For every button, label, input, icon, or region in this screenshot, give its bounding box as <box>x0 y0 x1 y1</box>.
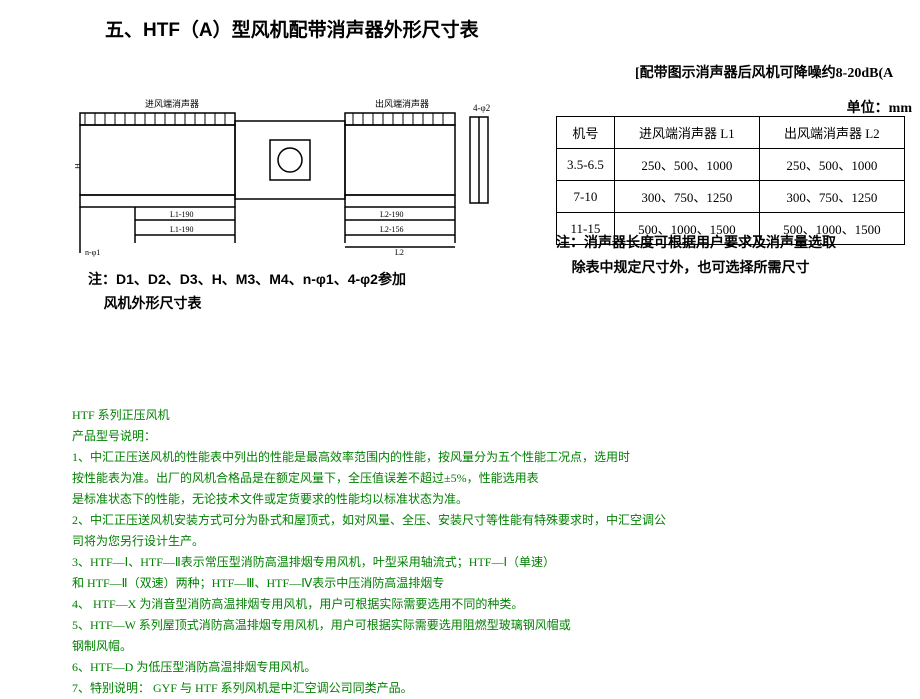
table-note-line-2: 除表中规定尺寸外，也可选择所需尺寸 <box>572 259 810 275</box>
body-line: 是标准状态下的性能，无论技术文件或定货要求的性能均以标准状态为准。 <box>72 489 872 510</box>
drawing-right-label: 出风端消声器 <box>375 98 429 109</box>
svg-text:L2-190: L2-190 <box>380 210 404 219</box>
table-header-row: 机号 进风端消声器 L1 出风端消声器 L2 <box>557 117 905 149</box>
drawing-left-label: 进风端消声器 <box>145 98 199 109</box>
noise-reduction-note: [配带图示消声器后风机可降噪约8-20dB(A <box>635 62 893 82</box>
dimension-table: 机号 进风端消声器 L1 出风端消声器 L2 3.5-6.5 250、500、1… <box>556 116 905 245</box>
unit-label: 单位：mm <box>847 97 912 117</box>
table-row: 3.5-6.5 250、500、1000 250、500、1000 <box>557 149 905 181</box>
col-model: 机号 <box>557 117 615 149</box>
body-line: 2、中汇正压送风机安装方式可分为卧式和屋顶式，如对风量、全压、安装尺寸等性能有特… <box>72 510 872 531</box>
product-description: HTF 系列正压风机 产品型号说明： 1、中汇正压送风机的性能表中列出的性能是最… <box>72 405 872 699</box>
caption-line-1: 注：D1、D2、D3、H、M3、M4、n-φ1、4-φ2参加 <box>88 271 406 287</box>
body-line: HTF 系列正压风机 <box>72 405 872 426</box>
body-line: 和 HTF—Ⅱ（双速）两种；HTF—Ⅲ、HTF—Ⅳ表示中压消防高温排烟专 <box>72 573 872 594</box>
body-line: 1、中汇正压送风机的性能表中列出的性能是最高效率范围内的性能，按风量分为五个性能… <box>72 447 872 468</box>
body-line: 5、HTF—W 系列屋顶式消防高温排烟专用风机，用户可根据实际需要选用阻燃型玻璃… <box>72 615 872 636</box>
svg-text:H: H <box>75 163 82 169</box>
body-line: 司将为您另行设计生产。 <box>72 531 872 552</box>
fan-silencer-drawing: 进风端消声器 出风端消声器 4-φ2 L1-190 L1-190 L2-190 … <box>75 95 525 260</box>
section-title: 五、HTF（A）型风机配带消声器外形尺寸表 <box>105 15 479 42</box>
body-line: 按性能表为准。出厂的风机合格品是在额定风量下，全压值误差不超过±5%，性能选用表 <box>72 468 872 489</box>
svg-text:L1-190: L1-190 <box>170 210 194 219</box>
body-line: 6、HTF—D 为低压型消防高温排烟专用风机。 <box>72 657 872 678</box>
body-line: 4、 HTF—X 为消音型消防高温排烟专用风机，用户可根据实际需要选用不同的种类… <box>72 594 872 615</box>
drawing-top-dim: 4-φ2 <box>473 103 490 113</box>
caption-line-2: 风机外形尺寸表 <box>104 295 202 311</box>
svg-text:L2: L2 <box>395 248 404 257</box>
body-line: 产品型号说明： <box>72 426 872 447</box>
drawing-caption: 注：D1、D2、D3、H、M3、M4、n-φ1、4-φ2参加 风机外形尺寸表 <box>88 268 406 316</box>
col-l1: 进风端消声器 L1 <box>614 117 759 149</box>
svg-text:n-φ1: n-φ1 <box>85 248 100 257</box>
table-note-line-1: 注：消声器长度可根据用户要求及消声量选取 <box>556 234 836 250</box>
table-note: 注：消声器长度可根据用户要求及消声量选取 除表中规定尺寸外，也可选择所需尺寸 <box>556 230 836 280</box>
table-row: 7-10 300、750、1250 300、750、1250 <box>557 181 905 213</box>
body-line: 钢制风帽。 <box>72 636 872 657</box>
body-line: 7、特别说明： GYF 与 HTF 系列风机是中汇空调公司同类产品。 <box>72 678 872 699</box>
svg-text:L1-190: L1-190 <box>170 225 194 234</box>
col-l2: 出风端消声器 L2 <box>759 117 904 149</box>
body-line: 3、HTF—Ⅰ、HTF—Ⅱ表示常压型消防高温排烟专用风机，叶型采用轴流式；HTF… <box>72 552 872 573</box>
svg-text:L2-156: L2-156 <box>380 225 404 234</box>
diagram-section: 五、HTF（A）型风机配带消声器外形尺寸表 [配带图示消声器后风机可降噪约8-2… <box>0 0 920 320</box>
